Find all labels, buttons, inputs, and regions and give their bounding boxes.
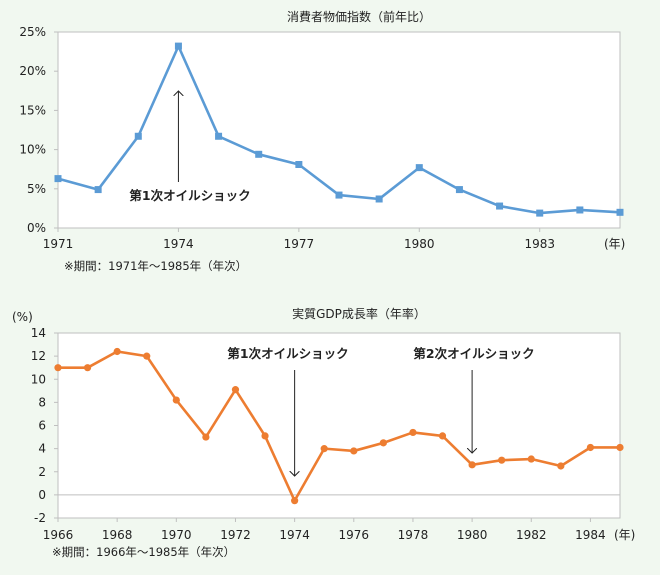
- chart1-data-point: [94, 186, 102, 194]
- chart2-x-tick-label: 1966: [43, 528, 74, 542]
- chart2-data-point: [379, 439, 387, 447]
- chart2-data-point: [172, 396, 180, 404]
- chart2-data-point: [231, 386, 240, 394]
- chart2-data-point: [291, 497, 299, 505]
- chart1-data-point: [295, 160, 303, 168]
- chart1-annotation-label: 第1次オイルショック: [129, 188, 250, 203]
- chart2-x-tick-label: 1972: [220, 528, 251, 542]
- chart2-data-point: [202, 433, 210, 441]
- chart1-y-tick-label: 5%: [27, 182, 46, 196]
- chart2-data-point: [261, 432, 269, 440]
- chart2-data-point: [527, 455, 535, 463]
- chart1-data-point: [536, 209, 544, 217]
- chart2-data-point: [320, 445, 328, 453]
- chart1-x-tick-label: 1971: [43, 237, 74, 251]
- chart1-data-point: [455, 186, 463, 194]
- chart2-data-point: [409, 428, 417, 437]
- chart2-data-point: [557, 462, 565, 470]
- chart1-x-tick-label: 1977: [284, 237, 315, 251]
- chart2-x-tick-label: 1980: [457, 528, 488, 542]
- chart2-series-line: [56, 350, 622, 502]
- chart2-data-point: [113, 347, 121, 356]
- chart2-data-point: [143, 352, 151, 360]
- chart1-data-point: [134, 132, 142, 140]
- chart2-annotation-label: 第1次オイルショック: [227, 346, 348, 361]
- chart1-y-tick-label: 25%: [19, 25, 46, 39]
- chart1-data-point: [496, 202, 504, 210]
- chart2-data-point: [468, 461, 476, 469]
- chart1-x-tick-label: 1983: [524, 237, 555, 251]
- chart1-data-point: [616, 208, 624, 216]
- chart1-y-tick-label: 20%: [19, 64, 46, 78]
- chart1-data-point: [174, 42, 182, 50]
- chart2-data-point: [616, 443, 624, 452]
- chart1-data-point: [576, 206, 584, 214]
- chart2-y-tick-label: 6: [38, 419, 46, 433]
- chart2-x-tick-label: 1978: [398, 528, 429, 542]
- chart1-period-note: ※期間：1971年～1985年（年次）: [64, 259, 247, 273]
- chart1-data-point: [415, 164, 423, 172]
- chart1-x-unit-label: (年): [604, 237, 625, 251]
- chart2-x-tick-label: 1974: [279, 528, 310, 542]
- chart2-data-point: [438, 432, 447, 440]
- chart2-annotation-label: 第2次オイルショック: [413, 346, 534, 361]
- chart2-period-note: ※期間：1966年～1985年（年次）: [52, 545, 235, 559]
- chart1-data-point: [335, 191, 343, 199]
- chart2-y-axis-label: (%): [12, 310, 33, 324]
- chart2-x-tick-label: 1970: [161, 528, 192, 542]
- chart2-y-tick-label: 4: [38, 442, 46, 456]
- chart2-title: 実質GDP成長率（年率）: [292, 306, 426, 321]
- chart1-data-point: [375, 195, 383, 203]
- chart2-data-point: [54, 364, 62, 372]
- chart1-x-tick-label: 1980: [404, 237, 435, 251]
- chart1-y-tick-label: 10%: [19, 143, 46, 157]
- chart1-data-point: [255, 150, 263, 158]
- chart1-data-point: [54, 175, 62, 183]
- chart1-y-tick-label: 15%: [19, 103, 46, 117]
- chart2-y-tick-label: 8: [38, 395, 46, 409]
- chart2-x-tick-label: 1968: [102, 528, 133, 542]
- chart2-x-tick-label: 1976: [339, 528, 370, 542]
- chart2-x-tick-label: 1982: [516, 528, 547, 542]
- chart2-x-tick-label: 1984: [575, 528, 606, 542]
- chart2-data-point: [83, 364, 92, 372]
- chart1-title: 消費者物価指数（前年比）: [287, 9, 431, 24]
- chart2-y-tick-label: -2: [34, 511, 46, 525]
- chart2-y-tick-label: 12: [31, 349, 46, 363]
- chart2-y-tick-label: 14: [31, 326, 46, 340]
- chart2-x-unit-label: (年): [614, 528, 635, 542]
- chart2-y-tick-label: 0: [38, 488, 46, 502]
- chart2-data-point: [586, 443, 595, 452]
- chart2-y-tick-label: 2: [38, 465, 46, 479]
- chart2-y-tick-label: 10: [31, 372, 46, 386]
- chart1-y-tick-label: 0%: [27, 221, 46, 235]
- chart2-data-point: [498, 456, 506, 464]
- chart1-data-point: [215, 132, 223, 140]
- chart2-data-point: [350, 447, 358, 455]
- chart1-x-tick-label: 1974: [163, 237, 194, 251]
